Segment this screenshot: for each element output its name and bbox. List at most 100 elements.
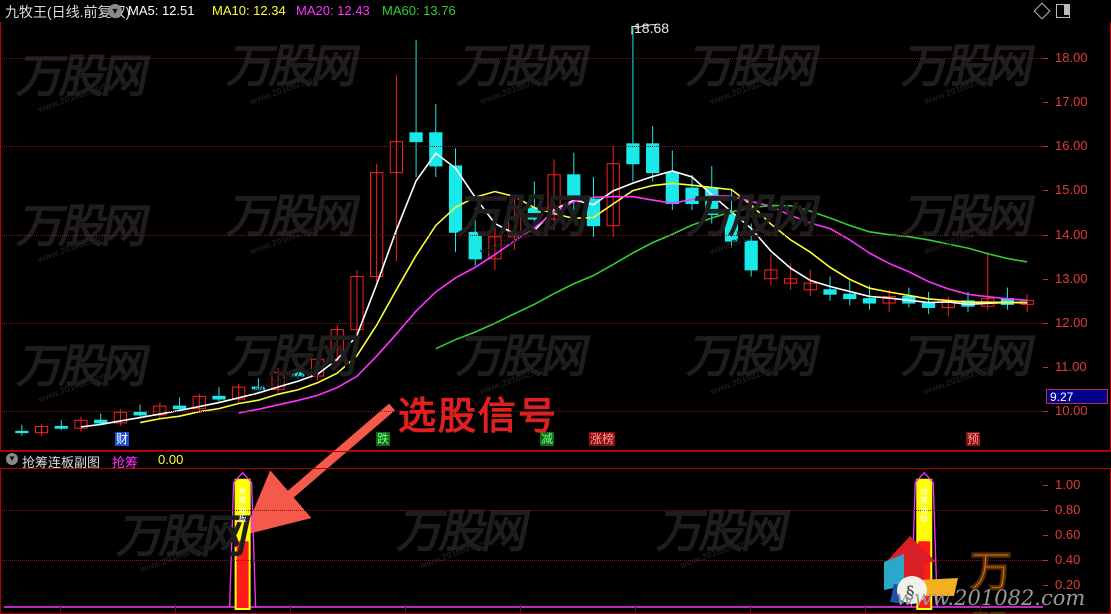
axis-tick [1043, 485, 1048, 486]
axis-tick [1043, 367, 1048, 369]
candle-body [843, 293, 857, 300]
candle-body [646, 143, 660, 174]
axis-tick [1043, 101, 1048, 103]
candle-body [251, 386, 266, 390]
indicator-axis-label: 0.20 [1055, 577, 1081, 592]
gridline [2, 234, 1043, 236]
price-axis-label: 16.00 [1055, 138, 1088, 154]
svg-text:§: § [906, 583, 915, 603]
candle-body [409, 132, 423, 143]
candle-body [882, 295, 896, 304]
candle-body [232, 386, 246, 400]
indicator-name: 抢筹连板副图 [22, 455, 101, 470]
candle-body [744, 240, 758, 271]
chevron-down-icon[interactable]: ▼ [6, 453, 18, 465]
page-title: 九牧王(日线.前复权) [5, 4, 131, 20]
candle-body [94, 419, 108, 424]
signal-annotation-text: 选股信号 [398, 394, 559, 438]
candle-body [547, 174, 561, 220]
axis-tick [1043, 535, 1048, 536]
gridline [2, 560, 1043, 561]
axis-tick [1043, 234, 1048, 236]
price-axis-label: 12.00 [1055, 314, 1088, 330]
ma-line-ma5 [80, 152, 1028, 428]
axis-tick [1043, 411, 1048, 413]
ma-line-ma10 [139, 182, 1028, 424]
candle-body [764, 269, 778, 280]
diamond-icon[interactable] [1033, 2, 1051, 20]
time-axis-tick [750, 604, 751, 613]
candle-body [567, 174, 581, 200]
candle-body [153, 405, 167, 416]
time-axis-tick [865, 604, 866, 613]
time-axis-tick [405, 604, 406, 613]
peak-pointer [634, 24, 657, 29]
candle-body [823, 289, 837, 295]
time-axis-tick [60, 604, 61, 613]
candle-body [626, 143, 640, 165]
candle-body [508, 207, 522, 238]
axis-tick [1043, 585, 1048, 586]
signal-bar-label: 抢筹连板 [920, 486, 929, 523]
axis-signal-marker[interactable]: 财 [115, 432, 130, 446]
signal-bar-label: 抢筹连板 [238, 486, 247, 523]
candle-body [192, 395, 206, 410]
current-price-badge: 9.27 [1046, 389, 1108, 404]
price-axis-label: 17.00 [1055, 93, 1088, 109]
panel-divider [0, 451, 1111, 452]
price-axis-label: 18.00 [1055, 49, 1088, 65]
ma-line-ma60 [435, 204, 1028, 350]
candle-body [862, 298, 877, 304]
candle-body [212, 395, 226, 400]
ma60-readout: MA60: 13.76 [382, 3, 456, 18]
axis-tick [1043, 57, 1048, 59]
signal-outline [910, 471, 938, 608]
candle-body [54, 425, 68, 429]
candle-body [783, 278, 798, 284]
axis-signal-marker[interactable]: 跌 [376, 432, 391, 446]
time-axis-tick [635, 604, 636, 613]
candle-body [370, 172, 384, 278]
peak-price-label: 18.68 [634, 20, 670, 36]
gridline [2, 510, 1043, 511]
candle-body [724, 214, 739, 242]
logo-mark-icon: § [884, 536, 958, 604]
axis-tick [1043, 146, 1048, 148]
axis-signal-marker[interactable]: 减 [540, 432, 555, 446]
signal-bar-red [236, 541, 249, 608]
arrow-shaft [243, 403, 395, 536]
time-axis-tick [175, 604, 176, 613]
axis-signal-marker[interactable]: 涨榜 [589, 432, 616, 446]
candle-body [172, 405, 187, 410]
gridline [2, 411, 1043, 413]
axis-tick [1043, 190, 1048, 192]
indicator-value: 0.00 [158, 452, 184, 467]
price-axis-label: 14.00 [1055, 226, 1088, 242]
price-axis-label: 11.00 [1055, 359, 1087, 375]
price-axis-label: 13.00 [1055, 270, 1088, 286]
indicator-axis-label: 1.00 [1055, 477, 1081, 492]
candle-body [448, 165, 463, 233]
axis-tick [1043, 510, 1048, 511]
gridline [2, 146, 1043, 148]
gridline [2, 57, 1043, 59]
axis-tick [1043, 322, 1048, 324]
axis-signal-marker[interactable]: 预 [966, 432, 981, 446]
chart-header: 九牧王(日线.前复权) ▼ MA5: 12.51 MA10: 12.34 MA2… [0, 0, 1111, 22]
candle-body [389, 141, 403, 174]
ma-line-ma20 [238, 195, 1028, 414]
logo-url-text: www.201082.com [896, 586, 1086, 610]
indicator-axis-label: 0.60 [1055, 527, 1081, 542]
chevron-down-icon[interactable]: ▼ [108, 4, 122, 18]
candle-body [15, 430, 29, 434]
candle-body [488, 236, 502, 260]
candle-body [350, 276, 364, 331]
time-axis-tick [980, 604, 981, 613]
ma5-readout: MA5: 12.51 [128, 3, 195, 18]
panel-toggle-icon[interactable] [1056, 4, 1070, 18]
candle-body [34, 425, 49, 434]
logo-brand-text: 万股网 [969, 547, 1015, 614]
